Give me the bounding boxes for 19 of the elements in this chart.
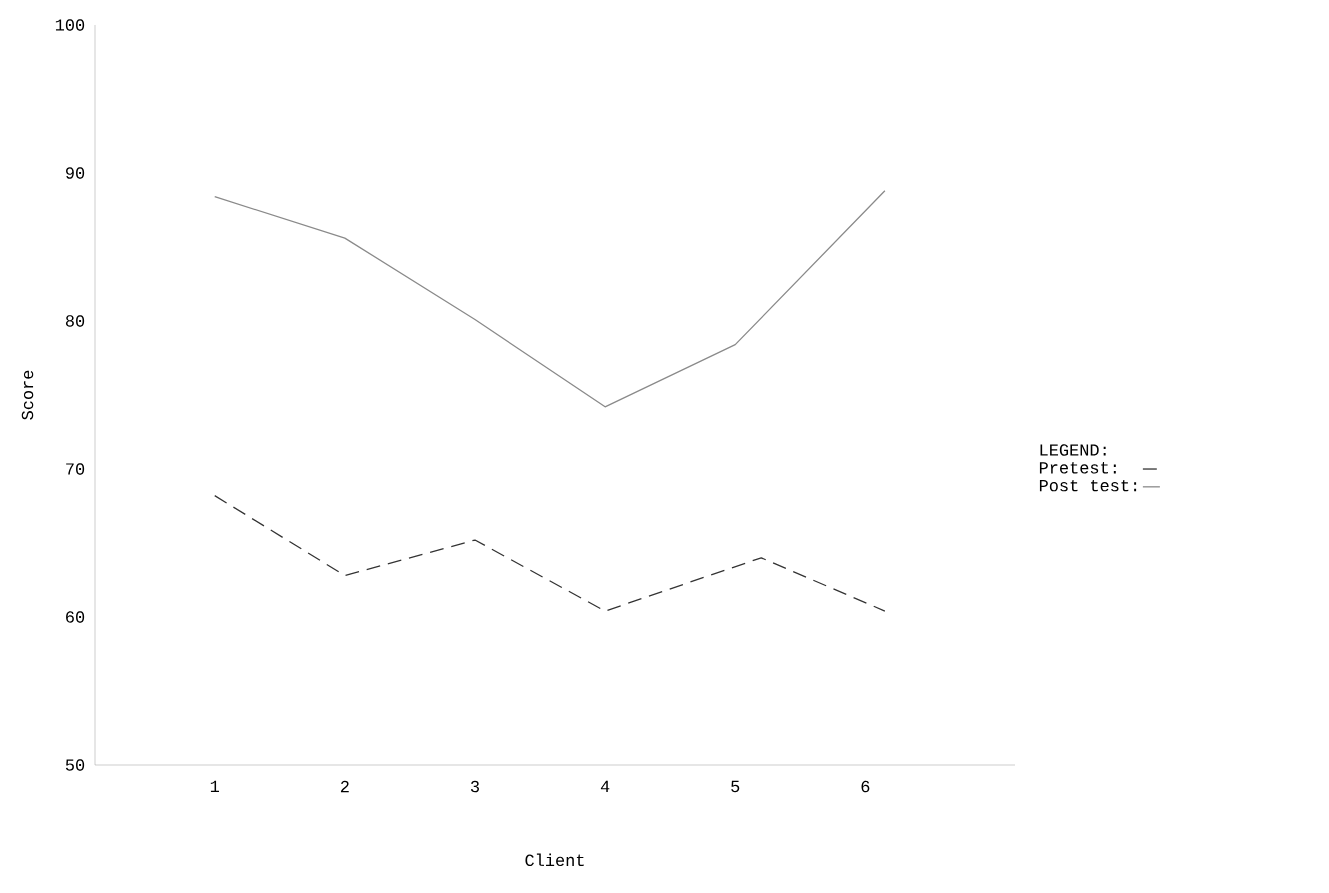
x-tick-label: 5 — [731, 780, 740, 793]
x-axis-title: Client — [525, 853, 584, 867]
y-tick-label: 60 — [66, 611, 85, 623]
x-tick-label: 2 — [340, 780, 349, 793]
y-tick-label: 100 — [55, 19, 85, 31]
y-tick-label: 90 — [66, 167, 85, 179]
legend-label: Pretest: — [1039, 462, 1116, 474]
x-tick-label: 4 — [600, 780, 610, 792]
line-series — [214, 190, 886, 408]
y-axis-title: Score — [21, 370, 34, 420]
x-tick-label: 6 — [861, 780, 870, 793]
y-tick-label: 80 — [65, 315, 85, 327]
y-tick-label: 50 — [65, 759, 85, 771]
legend-title: LEGEND: — [1040, 444, 1106, 456]
legend-label: Post test: — [1039, 479, 1137, 492]
x-tick-label: 3 — [470, 780, 479, 793]
y-tick-label: 70 — [66, 463, 85, 475]
x-tick-label: 1 — [210, 780, 219, 792]
line-series — [214, 494, 886, 612]
